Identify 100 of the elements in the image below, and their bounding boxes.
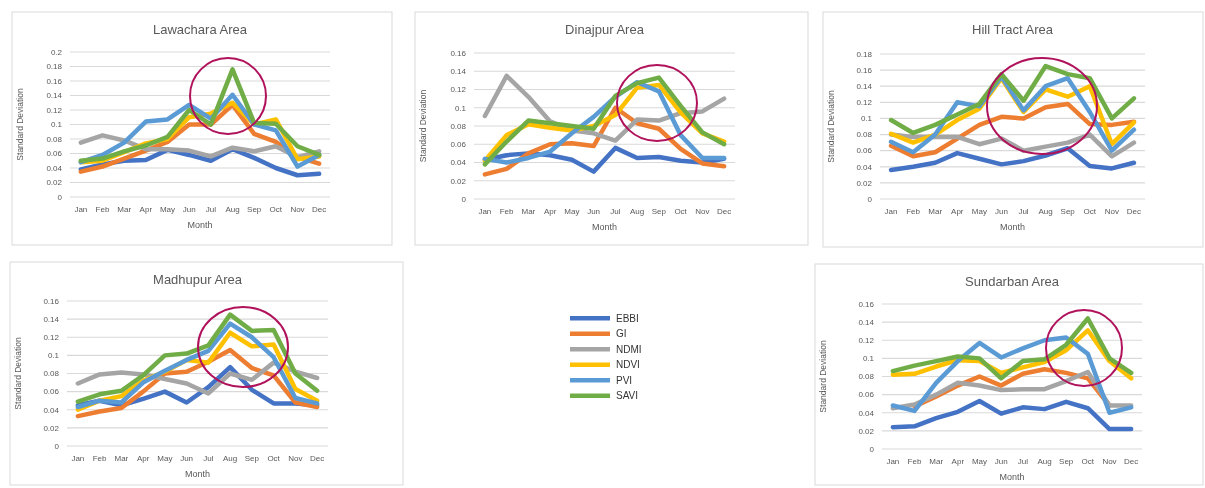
x-tick-label: Nov <box>290 205 305 214</box>
x-tick-label: May <box>564 207 580 216</box>
x-tick-label: Mar <box>117 205 132 214</box>
y-tick-label: 0.12 <box>46 105 63 115</box>
x-tick-label: Apr <box>139 205 153 214</box>
y-tick-label: 0.02 <box>46 178 63 188</box>
y-axis-title: Standard Deviation <box>13 337 23 410</box>
x-tick-label: Feb <box>906 207 921 216</box>
x-tick-label: Sep <box>1060 207 1076 216</box>
y-tick-label: 0.06 <box>46 149 63 159</box>
x-axis-title: Month <box>591 222 618 232</box>
x-tick-label: Feb <box>499 207 515 216</box>
y-tick-label: 0.08 <box>856 130 873 140</box>
y-tick-label: 0.1 <box>860 114 873 124</box>
x-tick-label: May <box>971 207 987 216</box>
chart-title: Sundarban Area <box>965 274 1060 289</box>
x-tick-label: Jul <box>1018 207 1029 216</box>
x-tick-label: Feb <box>92 454 108 463</box>
legend-label: SAVI <box>616 390 639 401</box>
y-tick-label: 0.16 <box>450 48 467 58</box>
y-tick-label: 0.02 <box>450 176 467 186</box>
y-tick-label: 0.08 <box>46 134 63 144</box>
y-tick-label: 0.1 <box>454 103 467 113</box>
x-tick-label: Jun <box>180 454 194 463</box>
y-tick-label: 0.14 <box>450 67 467 77</box>
y-tick-label: 0.06 <box>450 140 467 150</box>
y-tick-label: 0 <box>867 194 873 204</box>
x-tick-label: Apr <box>951 207 964 216</box>
y-tick-label: 0.12 <box>856 98 873 108</box>
y-tick-label: 0.04 <box>43 405 60 415</box>
x-tick-label: Oct <box>1083 207 1097 216</box>
x-tick-label: Dec <box>312 205 327 214</box>
x-tick-label: Jul <box>203 454 214 463</box>
x-tick-label: Sep <box>651 207 667 216</box>
y-tick-label: 0.14 <box>856 82 873 92</box>
y-tick-label: 0.18 <box>856 49 873 59</box>
chart-title: Hill Tract Area <box>972 22 1054 37</box>
y-tick-label: 0.08 <box>43 369 60 379</box>
x-tick-label: Nov <box>1102 457 1117 466</box>
y-tick-label: 0.08 <box>858 372 875 382</box>
x-tick-label: Jun <box>995 207 1008 216</box>
x-tick-label: Sep <box>1059 457 1074 466</box>
legend-label: NDVI <box>616 359 640 370</box>
y-tick-label: 0.04 <box>856 162 873 172</box>
y-tick-label: 0.08 <box>450 121 467 131</box>
y-axis-title: Standard Deviation <box>15 88 25 161</box>
y-tick-label: 0.14 <box>858 317 875 327</box>
line-series <box>888 63 1137 136</box>
x-tick-label: Oct <box>269 205 283 214</box>
x-tick-label: Dec <box>310 454 325 463</box>
y-tick-label: 0.12 <box>450 85 467 95</box>
chart-title: Dinajpur Area <box>565 22 645 37</box>
y-tick-label: 0 <box>57 192 63 202</box>
y-axis-title: Standard Deviation <box>826 90 836 163</box>
y-tick-label: 0.12 <box>43 333 60 343</box>
x-tick-label: May <box>971 457 988 466</box>
y-tick-label: 0.14 <box>43 314 60 324</box>
x-tick-label: Mar <box>928 207 943 216</box>
x-tick-label: Oct <box>267 454 281 463</box>
x-tick-label: Aug <box>630 207 645 216</box>
x-axis-title: Month <box>999 222 1026 232</box>
x-tick-label: Dec <box>1124 457 1139 466</box>
y-tick-label: 0.1 <box>50 120 63 130</box>
x-tick-label: Nov <box>288 454 303 463</box>
y-tick-label: 0.06 <box>856 146 873 156</box>
y-tick-label: 0.16 <box>858 299 875 309</box>
x-tick-label: Nov <box>1104 207 1119 216</box>
x-tick-label: Jan <box>884 207 898 216</box>
chart-title: Madhupur Area <box>153 272 243 287</box>
y-tick-label: 0 <box>869 444 875 454</box>
x-tick-label: Jan <box>886 457 900 466</box>
legend-label: GI <box>616 328 627 339</box>
x-tick-label: Jan <box>71 454 85 463</box>
y-tick-label: 0.02 <box>858 426 875 436</box>
y-tick-label: 0.06 <box>858 390 875 400</box>
y-tick-label: 0.12 <box>858 336 875 346</box>
y-tick-label: 0.14 <box>46 91 63 101</box>
y-axis-title: Standard Deviation <box>418 89 428 163</box>
line-series <box>890 398 1134 432</box>
x-tick-label: Aug <box>225 205 240 214</box>
line-series <box>78 67 322 163</box>
x-tick-label: Jun <box>994 457 1008 466</box>
x-tick-label: Sep <box>244 454 260 463</box>
y-tick-label: 0.18 <box>46 62 63 72</box>
x-tick-label: Aug <box>1038 207 1053 216</box>
y-tick-label: 0.16 <box>46 76 63 86</box>
x-tick-label: Jun <box>182 205 196 214</box>
x-tick-label: Jan <box>74 205 88 214</box>
legend-label: PVI <box>616 374 633 386</box>
y-tick-label: 0.06 <box>43 387 60 397</box>
y-axis-title: Standard Deviation <box>818 340 828 413</box>
x-tick-label: Mar <box>929 457 944 466</box>
line-series <box>75 312 320 404</box>
y-tick-label: 0.04 <box>46 163 63 173</box>
x-tick-label: Jul <box>205 205 217 214</box>
chart-title: Lawachara Area <box>153 22 248 37</box>
x-tick-label: Nov <box>695 207 710 216</box>
x-tick-label: Dec <box>717 207 732 216</box>
x-tick-label: Mar <box>114 454 129 463</box>
x-tick-label: Dec <box>1126 207 1142 216</box>
